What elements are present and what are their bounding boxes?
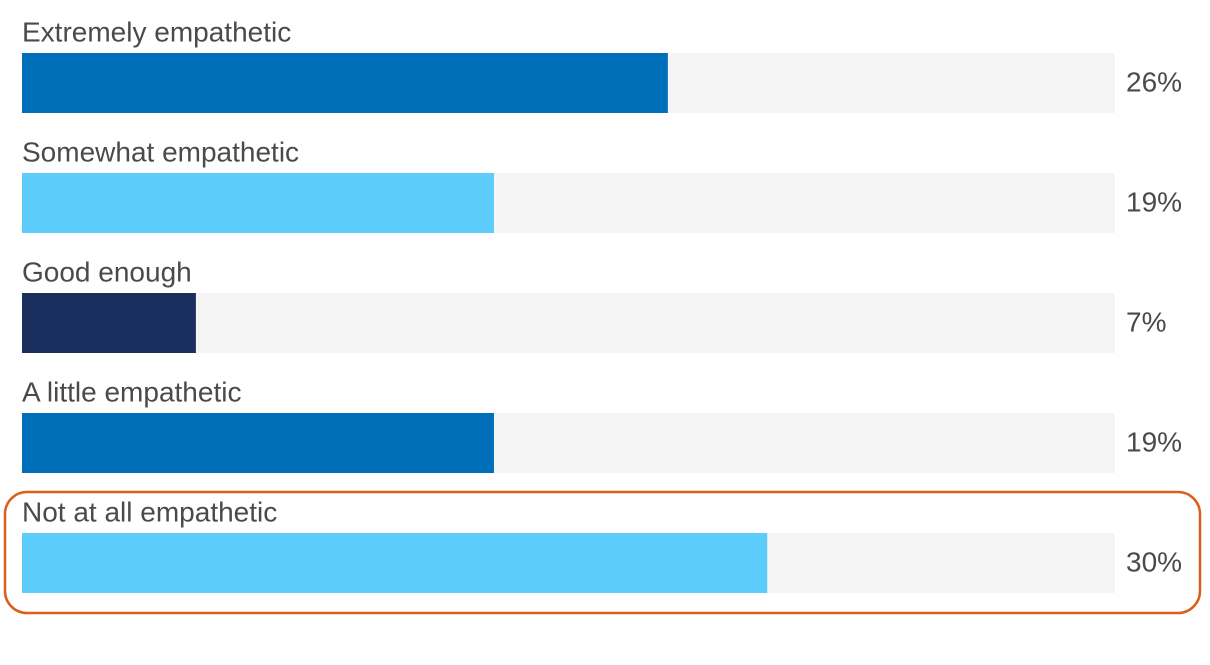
category-label: A little empathetic (22, 376, 241, 407)
value-label: 26% (1126, 66, 1182, 97)
category-label: Somewhat empathetic (22, 136, 299, 167)
category-label: Not at all empathetic (22, 496, 277, 527)
bar (22, 413, 494, 473)
value-label: 30% (1126, 546, 1182, 577)
category-label: Extremely empathetic (22, 16, 291, 47)
value-label: 19% (1126, 426, 1182, 457)
bar (22, 53, 668, 113)
bar (22, 173, 494, 233)
category-label: Good enough (22, 256, 192, 287)
value-label: 19% (1126, 186, 1182, 217)
bar (22, 533, 768, 593)
bar-track (22, 293, 1115, 353)
bar (22, 293, 196, 353)
value-label: 7% (1126, 306, 1166, 337)
highlight-box (3, 490, 1202, 615)
